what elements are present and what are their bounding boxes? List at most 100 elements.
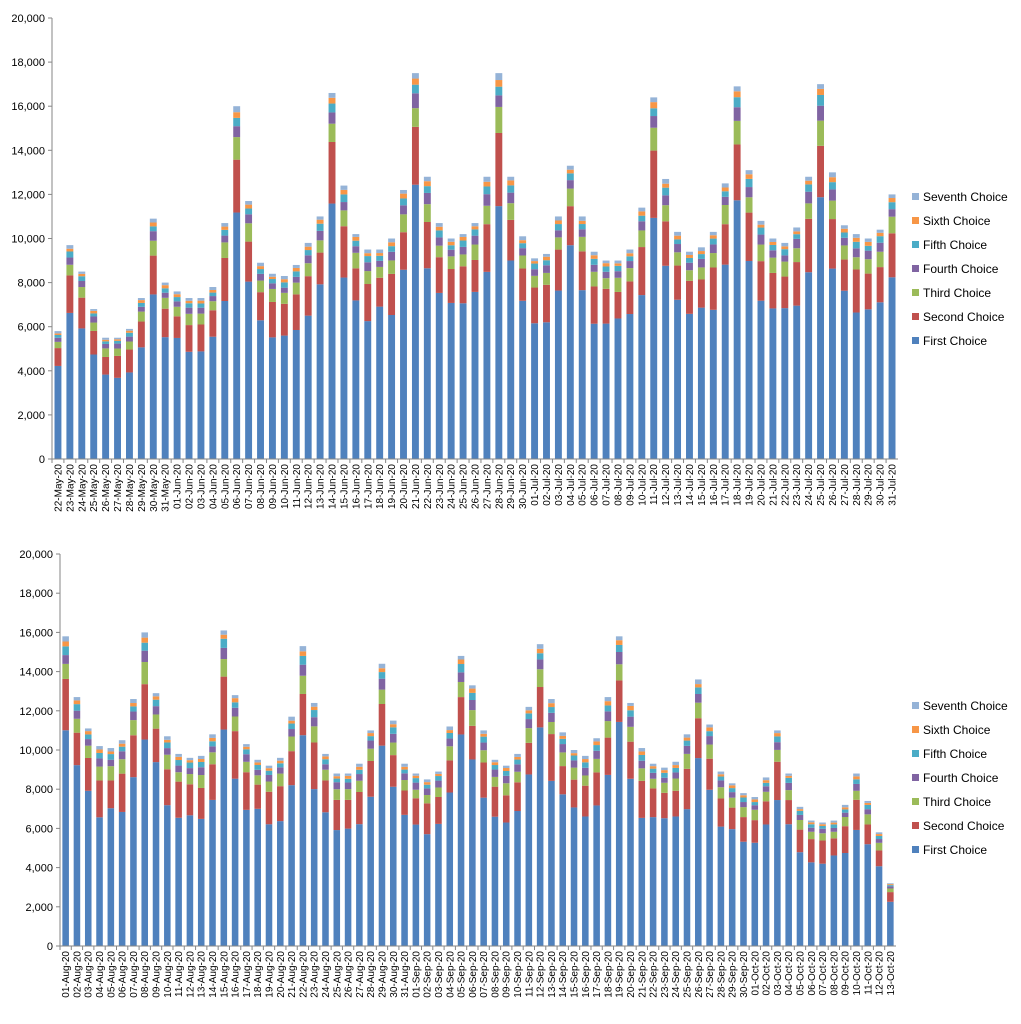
- y-tick-label: 2,000: [25, 902, 53, 914]
- bar-segment-fourth-choice: [514, 764, 521, 772]
- bar-segment-second-choice: [695, 718, 702, 759]
- bar-segment-third-choice: [107, 766, 115, 781]
- legend-label: Fourth Choice: [923, 771, 999, 785]
- bar-segment-third-choice: [853, 790, 860, 800]
- bar-segment-first-choice: [173, 337, 181, 459]
- legend-label: Fifth Choice: [923, 238, 987, 252]
- bar-segment-third-choice: [245, 223, 253, 242]
- bar-segment-fourth-choice: [875, 839, 883, 843]
- bar-segment-second-choice: [126, 349, 133, 373]
- bar-segment-seventh-choice: [662, 178, 670, 184]
- bar-segment-second-choice: [149, 255, 157, 295]
- bar-segment-seventh-choice: [864, 800, 872, 803]
- bar-segment-seventh-choice: [254, 759, 261, 763]
- bar-segment-seventh-choice: [590, 251, 598, 256]
- bar-segment-second-choice: [507, 219, 515, 261]
- bar-segment-third-choice: [141, 661, 148, 685]
- bar-segment-second-choice: [209, 764, 216, 800]
- bar-segment-fourth-choice: [614, 271, 622, 278]
- bar-segment-second-choice: [197, 324, 205, 352]
- bar-segment-sixth-choice: [316, 219, 324, 224]
- x-tick-label: 04-Jun-20: [208, 464, 219, 509]
- bar-segment-fourth-choice: [796, 814, 804, 820]
- bar-segment-seventh-choice: [805, 176, 813, 181]
- bar-segment-second-choice: [459, 266, 467, 304]
- bar-segment-fifth-choice: [316, 223, 324, 231]
- bar-segment-seventh-choice: [525, 706, 533, 711]
- bar-segment-fourth-choice: [830, 827, 838, 832]
- bar-segment-seventh-choice: [841, 804, 849, 808]
- bar-segment-seventh-choice: [137, 298, 145, 301]
- bar-segment-sixth-choice: [280, 279, 288, 283]
- x-tick-label: 26-Sep-20: [694, 951, 705, 998]
- legend-swatch: [912, 774, 919, 781]
- x-tick-label: 18-Jun-20: [375, 464, 386, 509]
- bar-segment-second-choice: [400, 232, 407, 270]
- bar-segment-seventh-choice: [54, 331, 62, 334]
- x-tick-label: 28-Jul-20: [852, 464, 863, 506]
- bar-segment-sixth-choice: [423, 181, 431, 187]
- bar-segment-seventh-choice: [221, 223, 229, 227]
- bar-segment-fourth-choice: [548, 712, 555, 722]
- bar-segment-sixth-choice: [807, 822, 815, 825]
- x-tick-label: 10-Jun-20: [280, 464, 291, 509]
- bar-segment-sixth-choice: [130, 703, 137, 707]
- bar-segment-fifth-choice: [817, 94, 824, 106]
- bar-segment-sixth-choice: [84, 731, 92, 735]
- bar-segment-fifth-choice: [483, 186, 491, 195]
- x-tick-label: 13-Jul-20: [673, 464, 684, 506]
- bar-segment-second-choice: [209, 310, 217, 337]
- x-tick-label: 28-May-20: [125, 464, 136, 512]
- bar-segment-sixth-choice: [683, 737, 691, 741]
- x-tick-label: 16-Jul-20: [709, 464, 720, 506]
- bar-segment-seventh-choice: [672, 761, 679, 766]
- bar-segment-first-choice: [807, 862, 815, 946]
- bar-segment-fifth-choice: [423, 784, 431, 789]
- x-tick-label: 07-Jul-20: [602, 464, 613, 506]
- y-tick-label: 4,000: [17, 366, 45, 378]
- bar-segment-sixth-choice: [531, 261, 539, 264]
- bar-segment-fourth-choice: [185, 307, 193, 314]
- bar-segment-first-choice: [186, 815, 194, 946]
- bar-segment-second-choice: [231, 731, 239, 779]
- bar-segment-third-choice: [829, 200, 836, 220]
- bar-segment-seventh-choice: [364, 249, 372, 254]
- bar-segment-first-choice: [728, 829, 736, 946]
- bar-segment-seventh-choice: [536, 644, 544, 649]
- bar-segment-first-choice: [662, 265, 670, 459]
- bar-segment-fourth-choice: [197, 767, 205, 776]
- bar-segment-sixth-choice: [209, 289, 217, 293]
- bar-segment-second-choice: [412, 798, 420, 825]
- bar-segment-second-choice: [614, 291, 622, 319]
- bar-segment-second-choice: [344, 799, 352, 829]
- bar-segment-fourth-choice: [367, 740, 374, 749]
- bar-segment-fourth-choice: [672, 772, 679, 779]
- bar-segment-first-choice: [514, 811, 521, 946]
- bar-segment-second-choice: [469, 725, 476, 760]
- bar-segment-third-choice: [852, 257, 860, 270]
- bar-segment-sixth-choice: [627, 705, 634, 711]
- legend-swatch: [912, 265, 919, 272]
- bar-segment-first-choice: [367, 796, 374, 946]
- bar-segment-second-choice: [525, 742, 533, 775]
- bar-segment-sixth-choice: [483, 181, 491, 187]
- x-tick-label: 18-Jul-20: [733, 464, 744, 506]
- bar-segment-sixth-choice: [102, 339, 110, 342]
- bar-segment-fifth-choice: [888, 202, 896, 210]
- x-tick-label: 29-May-20: [137, 464, 148, 512]
- bar-segment-seventh-choice: [543, 253, 550, 257]
- bar-segment-seventh-choice: [762, 777, 770, 781]
- y-tick-label: 6,000: [17, 322, 45, 334]
- bar-segment-third-choice: [615, 664, 623, 681]
- y-tick-label: 20,000: [19, 549, 53, 561]
- bar-segment-fifth-choice: [864, 804, 872, 810]
- bar-segment-sixth-choice: [662, 183, 670, 188]
- bar-segment-third-choice: [559, 752, 566, 767]
- bar-segment-second-choice: [602, 288, 610, 324]
- bar-segment-fifth-choice: [840, 232, 848, 238]
- bar-segment-fourth-choice: [662, 195, 670, 206]
- bar-segment-fifth-choice: [367, 736, 374, 741]
- bar-segment-third-choice: [268, 288, 276, 302]
- bar-segment-first-choice: [531, 323, 539, 459]
- bar-segment-fifth-choice: [683, 740, 691, 746]
